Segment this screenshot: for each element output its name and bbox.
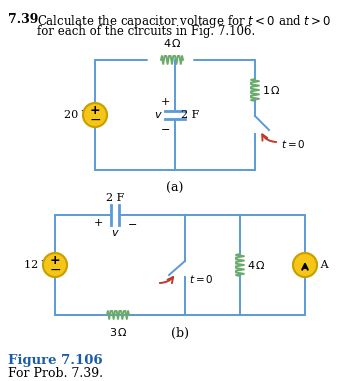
Text: $4\,\Omega$: $4\,\Omega$ <box>162 37 181 49</box>
Text: $-$: $-$ <box>160 123 170 133</box>
Text: 2 F: 2 F <box>106 193 124 203</box>
Text: For Prob. 7.39.: For Prob. 7.39. <box>8 367 103 380</box>
Text: for each of the circuits in Fig. 7.106.: for each of the circuits in Fig. 7.106. <box>37 25 255 38</box>
Text: 7.39: 7.39 <box>8 13 38 26</box>
Text: +: + <box>50 254 60 267</box>
Text: 20 V: 20 V <box>64 110 90 120</box>
Text: −: − <box>49 263 61 277</box>
Text: −: − <box>89 113 101 127</box>
Text: $3\,\Omega$: $3\,\Omega$ <box>108 326 127 338</box>
Text: Calculate the capacitor voltage for $t < 0$ and $t > 0$: Calculate the capacitor voltage for $t <… <box>37 13 331 30</box>
Text: +: + <box>90 104 100 117</box>
Text: $v$: $v$ <box>154 110 162 120</box>
Text: $4\,\Omega$: $4\,\Omega$ <box>247 259 266 271</box>
Text: Figure 7.106: Figure 7.106 <box>8 354 103 367</box>
Text: 2 F: 2 F <box>181 110 200 120</box>
Circle shape <box>83 103 107 127</box>
Text: (b): (b) <box>171 327 189 340</box>
Text: $-$: $-$ <box>127 218 137 228</box>
Text: $t=0$: $t=0$ <box>189 273 213 285</box>
Circle shape <box>293 253 317 277</box>
Text: (a): (a) <box>166 182 184 195</box>
Text: +: + <box>93 218 103 228</box>
Text: $v$: $v$ <box>111 228 119 238</box>
Text: +: + <box>160 97 170 107</box>
Circle shape <box>43 253 67 277</box>
Text: $1\,\Omega$: $1\,\Omega$ <box>262 84 281 96</box>
Text: $t=0$: $t=0$ <box>281 138 306 150</box>
Text: 12 V: 12 V <box>24 260 50 270</box>
Text: 2 A: 2 A <box>310 260 329 270</box>
